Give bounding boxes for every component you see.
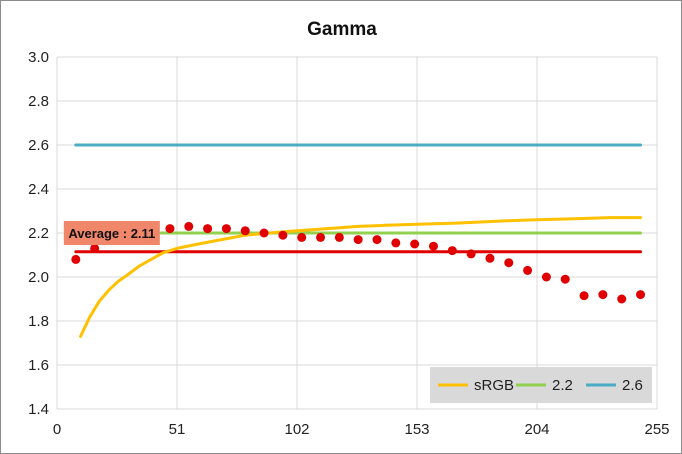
y-tick-label: 2.2 bbox=[28, 225, 49, 242]
y-tick-label: 1.4 bbox=[28, 401, 49, 418]
data-point bbox=[221, 224, 231, 234]
x-tick-label: 0 bbox=[53, 421, 61, 438]
chart-title: Gamma bbox=[307, 19, 377, 40]
data-point bbox=[203, 224, 213, 234]
x-tick-label: 204 bbox=[524, 421, 549, 438]
data-point bbox=[617, 294, 627, 304]
tick-labels: 1.4 1.6 1.8 2.0 2.2 2.4 2.6 2.8 3.0 0 51 102 153 204 2… bbox=[28, 49, 669, 438]
data-point bbox=[316, 232, 326, 242]
legend: sRGB 2.2 2.6 bbox=[430, 367, 652, 403]
data-point bbox=[447, 246, 457, 256]
data-point bbox=[541, 272, 551, 282]
data-point bbox=[428, 241, 438, 251]
data-point bbox=[560, 274, 570, 284]
data-point bbox=[523, 265, 533, 275]
average-label-text: Average : 2.11 bbox=[68, 226, 155, 241]
data-point bbox=[353, 235, 363, 245]
legend-label: 2.6 bbox=[622, 377, 643, 394]
data-point bbox=[240, 226, 250, 236]
series-layer bbox=[71, 143, 646, 338]
y-tick-label: 3.0 bbox=[28, 49, 49, 66]
data-point bbox=[165, 224, 175, 234]
y-tick-label: 2.6 bbox=[28, 137, 49, 154]
x-tick-label: 153 bbox=[404, 421, 429, 438]
data-point bbox=[297, 232, 307, 242]
data-point bbox=[391, 238, 401, 248]
data-point bbox=[598, 290, 608, 300]
data-point bbox=[90, 243, 100, 253]
data-point bbox=[184, 221, 194, 231]
x-tick-label: 255 bbox=[644, 421, 669, 438]
average-label-box bbox=[63, 221, 160, 245]
data-point bbox=[334, 232, 344, 242]
y-tick-label: 2.0 bbox=[28, 269, 49, 286]
data-point bbox=[504, 258, 514, 268]
x-tick-label: 51 bbox=[169, 421, 186, 438]
data-point bbox=[636, 290, 646, 300]
y-tick-label: 1.8 bbox=[28, 313, 49, 330]
data-point bbox=[466, 249, 476, 259]
legend-label: 2.2 bbox=[552, 377, 573, 394]
data-point bbox=[579, 291, 589, 301]
y-tick-label: 2.4 bbox=[28, 181, 49, 198]
legend-label: sRGB bbox=[474, 377, 514, 394]
data-point bbox=[410, 239, 420, 249]
data-point bbox=[372, 235, 382, 245]
data-point bbox=[485, 253, 495, 263]
x-tick-label: 102 bbox=[284, 421, 309, 438]
y-tick-label: 2.8 bbox=[28, 93, 49, 110]
data-point bbox=[259, 228, 269, 238]
average-annotation: Average : 2.11 bbox=[63, 221, 160, 245]
y-tick-label: 1.6 bbox=[28, 357, 49, 374]
data-point bbox=[278, 230, 288, 240]
data-point bbox=[71, 254, 81, 264]
